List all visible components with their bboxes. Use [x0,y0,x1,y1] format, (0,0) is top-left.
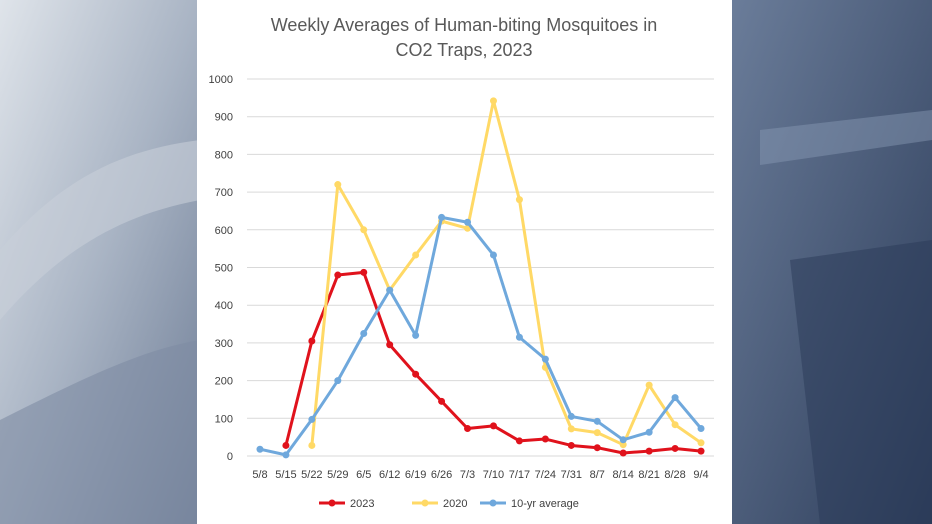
y-tick-label: 300 [215,338,233,350]
data-point [671,421,679,429]
data-point [645,447,653,455]
data-point [489,97,497,105]
data-point [438,397,446,405]
x-tick-label: 7/17 [509,469,530,481]
y-tick-label: 1000 [209,74,233,86]
x-tick-label: 5/22 [301,469,322,481]
chart-title-line-1: Weekly Averages of Human-biting Mosquito… [271,15,658,35]
data-point [282,441,290,449]
y-tick-label: 400 [215,300,233,312]
data-point [412,370,420,378]
y-tick-label: 600 [215,225,233,237]
series-2023 [282,268,705,457]
data-point [334,377,342,385]
x-tick-label: 6/12 [379,469,400,481]
data-point [593,417,601,425]
data-point [515,196,523,204]
x-tick-label: 8/7 [590,469,605,481]
data-point [386,286,394,294]
y-tick-label: 200 [215,376,233,388]
x-axis-ticks: 5/8 5/15 5/22 5/29 6/5 6/12 6/19 6/26 7/3 7/10 7/1… [252,469,708,481]
y-tick-label: 800 [215,149,233,161]
data-point [360,226,368,234]
data-point [489,251,497,259]
data-point [412,331,420,339]
chart-panel: Weekly Averages of Human-biting Mosquito… [197,0,732,524]
legend-label: 10-yr average [511,498,579,510]
series-line [310,99,702,447]
x-tick-label: 8/21 [638,469,659,481]
data-point [567,412,575,420]
data-point [619,441,627,449]
data-point [567,425,575,433]
line-chart: Weekly Averages of Human-biting Mosquito… [209,15,714,510]
data-point [464,424,472,432]
data-point [308,441,316,449]
data-point [515,437,523,445]
y-axis-ticks: 0 100 200 300 400 500 600 700 800 900 1000 [209,74,233,463]
data-point [308,337,316,345]
data-point [697,447,705,455]
x-tick-label: 8/14 [612,469,633,481]
data-point [412,251,420,259]
data-point [541,355,549,363]
x-tick-label: 9/4 [693,469,708,481]
data-point [619,436,627,444]
legend-marker [421,499,429,507]
data-point [645,381,653,389]
x-tick-label: 7/31 [561,469,582,481]
data-point [697,439,705,447]
series-10-yr-average [256,213,705,459]
data-point [567,441,575,449]
data-point [282,451,290,459]
series-line [259,215,703,457]
data-point [360,329,368,337]
data-point [464,218,472,226]
legend-marker [328,499,336,507]
data-point [697,424,705,432]
series-2020 [308,97,705,449]
x-tick-label: 6/5 [356,469,371,481]
chart-title-line-2: CO2 Traps, 2023 [395,40,532,60]
data-point [515,333,523,341]
data-point [334,271,342,279]
x-tick-label: 5/8 [252,469,267,481]
x-tick-label: 7/10 [483,469,504,481]
data-point [619,449,627,457]
legend-label: 2020 [443,498,467,510]
x-tick-label: 8/28 [664,469,685,481]
x-tick-label: 7/24 [535,469,556,481]
data-point [593,429,601,437]
data-point [593,444,601,452]
y-tick-label: 0 [227,451,233,463]
data-point [671,394,679,402]
legend-marker [489,499,497,507]
legend: 2023 2020 10-yr average [319,498,579,510]
data-point [541,435,549,443]
x-tick-label: 5/29 [327,469,348,481]
x-tick-label: 6/26 [431,469,452,481]
data-point [386,341,394,349]
legend-label: 2023 [350,498,374,510]
x-tick-label: 7/3 [460,469,475,481]
y-tick-label: 700 [215,187,233,199]
y-tick-label: 900 [215,112,233,124]
data-point [438,213,446,221]
data-point [645,428,653,436]
data-point [256,445,264,453]
data-point [334,181,342,189]
x-tick-label: 5/15 [275,469,296,481]
data-point [671,444,679,452]
series-lines [256,97,705,459]
y-tick-label: 100 [215,413,233,425]
data-point [489,422,497,430]
data-point [308,415,316,423]
data-point [360,268,368,276]
y-tick-label: 500 [215,263,233,275]
x-tick-label: 6/19 [405,469,426,481]
